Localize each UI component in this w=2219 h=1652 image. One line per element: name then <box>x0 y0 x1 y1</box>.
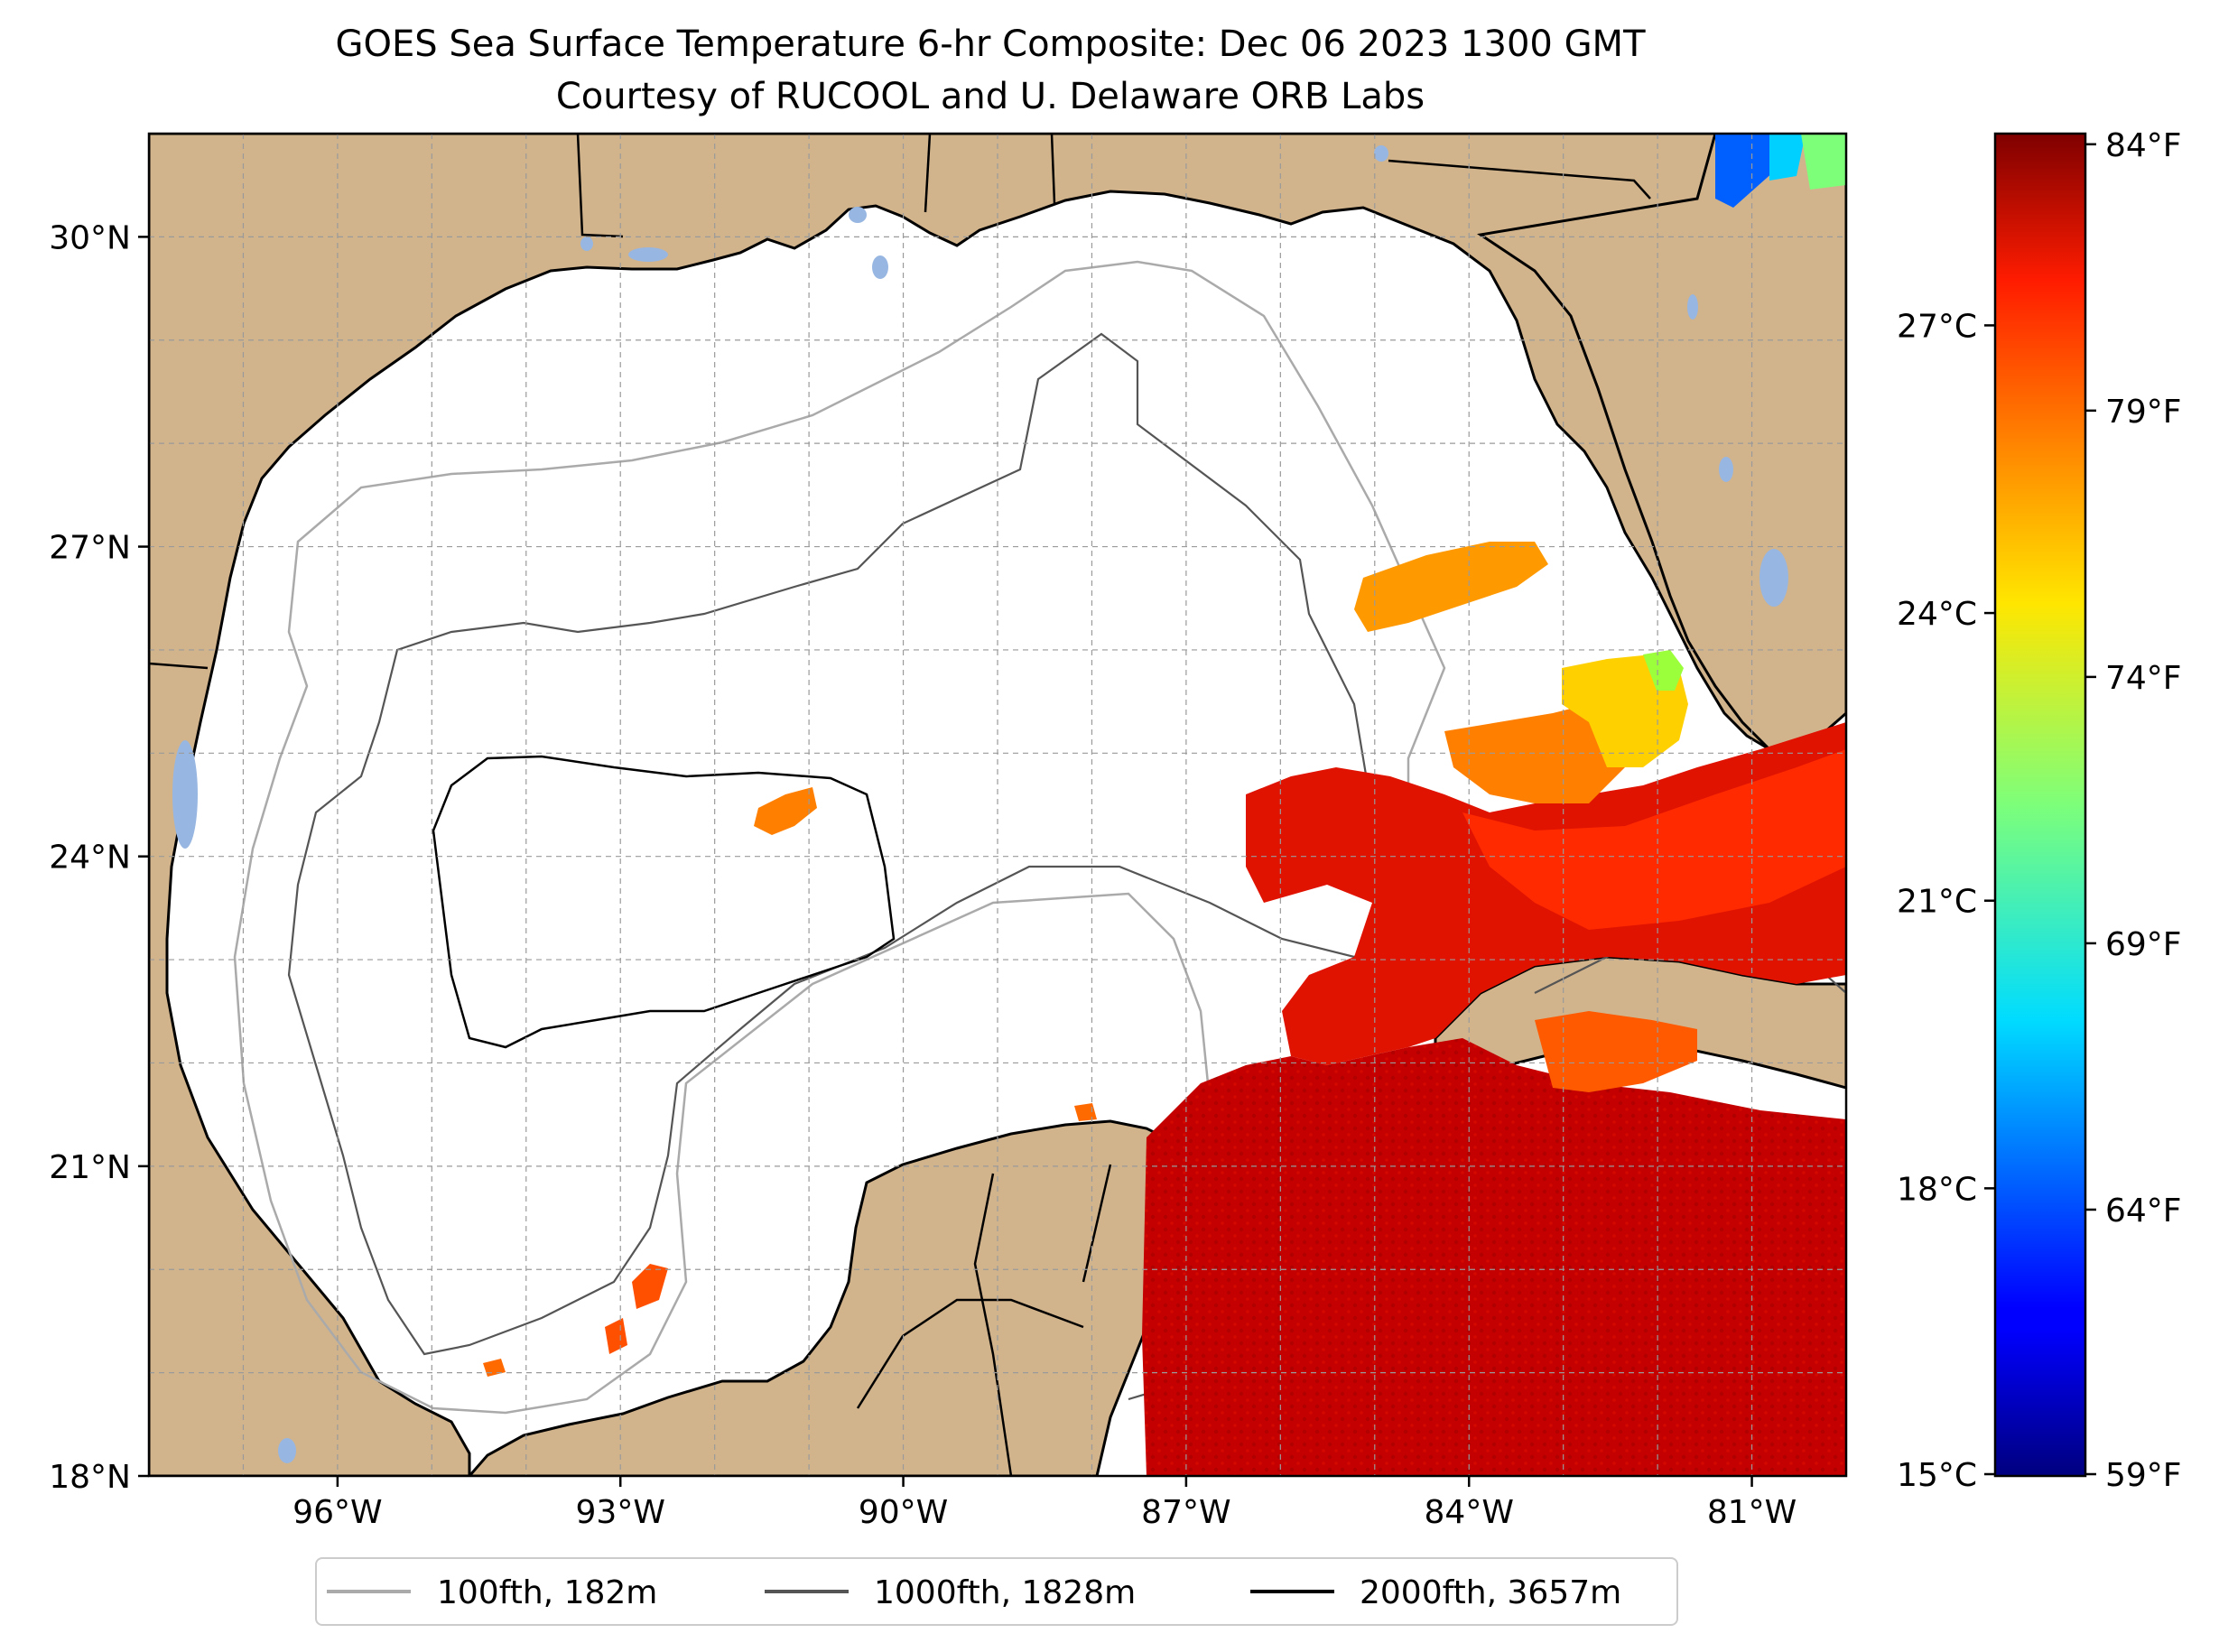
lakes <box>172 145 1788 1463</box>
colorbar-fahrenheit-tick-label: 79°F <box>2105 394 2182 431</box>
x-tick-label: 93°W <box>576 1494 665 1531</box>
sst-florida-keys-shelf <box>1444 704 1625 803</box>
political-borders <box>149 134 1651 1476</box>
legend-box <box>315 1557 1678 1626</box>
colorbar-fahrenheit-tick-label: 69°F <box>2105 926 2182 963</box>
colorbar-celsius-ticks: 27°C 24°C 21°C 18°C 15°C <box>1897 308 1995 1494</box>
sst-gulf-blob-south1 <box>632 1264 668 1309</box>
y-tick-label: 27°N <box>49 530 131 567</box>
y-tick-label: 21°N <box>49 1149 131 1186</box>
sst-west-florida-shelf <box>1354 542 1548 632</box>
y-tick-label: 24°N <box>49 840 131 877</box>
sst-gulf-blob-south2 <box>605 1318 627 1354</box>
sst-caribbean-warm <box>1142 1038 1846 1476</box>
y-tick-label: 30°N <box>49 219 131 256</box>
colorbar-fahrenheit-tick-label: 74°F <box>2105 660 2182 697</box>
colorbar-fahrenheit-tick-label: 84°F <box>2105 127 2182 164</box>
sst-cuba-north-orange <box>1535 1011 1697 1092</box>
land-florida-peninsula <box>1477 134 1846 751</box>
legend-label-1000fth: 1000fth, 1828m <box>874 1574 1136 1611</box>
colorbar-celsius-tick-label: 21°C <box>1897 884 1977 921</box>
sst-colorbar: 27°C 24°C 21°C 18°C 15°C 84°F 79°F 74°F 69°F 64°… <box>1897 127 2181 1494</box>
colorbar-fahrenheit-tick-label: 59°F <box>2105 1457 2182 1494</box>
map-title-line2: Courtesy of RUCOOL and U. Delaware ORB L… <box>556 76 1425 117</box>
colorbar-celsius-tick-label: 15°C <box>1897 1457 1977 1494</box>
sst-florida-bay-coolest <box>1643 650 1684 691</box>
x-tick-label: 84°W <box>1425 1494 1514 1531</box>
graticule <box>149 134 1846 1476</box>
sst-atlantic-corner-cyan <box>1769 134 1806 181</box>
sst-florida-straits <box>1462 749 1846 930</box>
x-tick-label: 81°W <box>1707 1494 1797 1531</box>
x-tick-label: 96°W <box>292 1494 382 1531</box>
sst-data-layer <box>483 134 1846 1476</box>
y-axis-ticks: 30°N 27°N 24°N 21°N 18°N <box>49 219 149 1496</box>
sst-atlantic-corner-green <box>1801 134 1846 190</box>
x-tick-label: 87°W <box>1141 1494 1230 1531</box>
colorbar-fahrenheit-tick-label: 64°F <box>2105 1193 2182 1230</box>
x-axis-ticks: 96°W 93°W 90°W 87°W 84°W 81°W <box>292 1476 1797 1531</box>
sst-gulf-blob-south3 <box>483 1359 506 1377</box>
colorbar-celsius-tick-label: 24°C <box>1897 596 1977 633</box>
legend-label-2000fth: 2000fth, 3657m <box>1360 1574 1621 1611</box>
colorbar-celsius-tick-label: 18°C <box>1897 1171 1977 1208</box>
x-tick-label: 90°W <box>859 1494 948 1531</box>
sst-gulf-blob-central <box>754 787 817 835</box>
colorbar-fahrenheit-ticks: 84°F 79°F 74°F 69°F 64°F 59°F <box>2085 127 2182 1494</box>
depth-legend: 100fth, 182m 1000fth, 1828m 2000fth, 365… <box>315 1557 1678 1626</box>
colorbar-gradient <box>1993 132 2087 1478</box>
y-tick-label: 18°N <box>49 1459 131 1496</box>
map-frame <box>147 132 1848 1478</box>
legend-label-100fth: 100fth, 182m <box>437 1574 657 1611</box>
map-title-line1: GOES Sea Surface Temperature 6-hr Compos… <box>335 23 1646 65</box>
colorbar-celsius-tick-label: 27°C <box>1897 308 1977 345</box>
map-panel: 96°W 93°W 90°W 87°W 84°W 81°W 30°N 27°N 24°N 21°… <box>49 132 1848 1531</box>
sst-gulf-blob-campeche <box>1074 1103 1097 1121</box>
